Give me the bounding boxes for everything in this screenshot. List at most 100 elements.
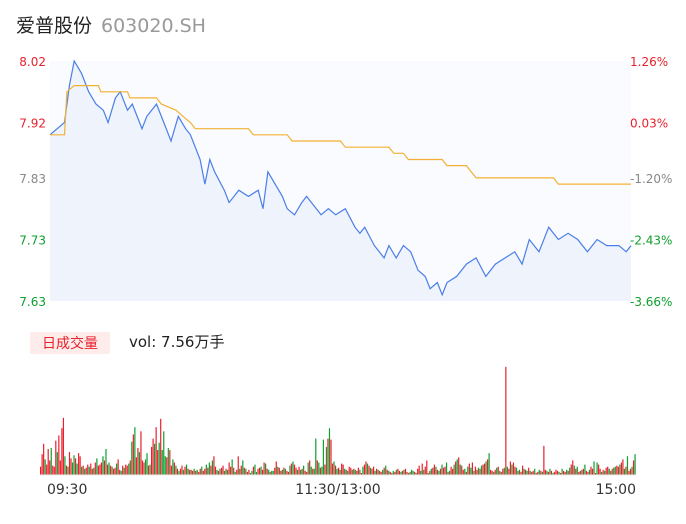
volume-bar: [173, 462, 175, 475]
volume-bar: [433, 464, 435, 475]
volume-bar: [535, 472, 537, 475]
volume-bar: [543, 445, 545, 475]
volume-bar: [252, 466, 255, 475]
price-series-line: [49, 59, 632, 297]
volume-bar: [608, 468, 610, 475]
volume-bar: [306, 471, 308, 475]
volume-bar: [263, 462, 265, 475]
volume-bar: [287, 471, 290, 475]
volume-bar: [452, 468, 454, 475]
volume-bar: [319, 467, 321, 475]
volume-bar: [421, 463, 423, 475]
volume-bar: [579, 470, 581, 475]
volume-bar: [626, 456, 629, 475]
volume-bar: [508, 468, 510, 475]
volume-bar: [447, 471, 449, 475]
volume-bar: [427, 472, 429, 475]
volume-bar: [114, 467, 116, 475]
volume-bar: [271, 470, 273, 475]
volume-bar: [76, 463, 78, 475]
volume-bar: [321, 466, 323, 475]
volume-bar: [47, 449, 49, 475]
volume-bar: [461, 465, 463, 475]
volume-bar: [625, 466, 627, 475]
volume-bar: [555, 469, 557, 475]
volume-bar: [585, 470, 588, 475]
volume-bar: [397, 468, 399, 475]
volume-bar: [152, 438, 154, 475]
volume-bar: [467, 466, 469, 475]
volume-bar: [129, 460, 131, 475]
stock-code: 603020.SH: [101, 15, 206, 37]
volume-bar: [339, 469, 341, 475]
volume-bar: [541, 471, 543, 475]
volume-bar: [436, 469, 439, 475]
volume-bar: [582, 468, 584, 475]
volume-bar: [304, 470, 306, 475]
volume-bar: [299, 469, 302, 475]
price-tick-label: 8.02: [19, 55, 46, 69]
volume-bar: [631, 466, 633, 475]
volume-bar: [269, 471, 271, 475]
volume-bar: [245, 468, 247, 475]
volume-bar: [78, 453, 80, 475]
volume-bar: [100, 462, 103, 475]
time-tick-label: 15:00: [596, 482, 636, 498]
volume-bar: [487, 459, 489, 475]
volume-bar: [164, 456, 166, 475]
volume-bar: [73, 455, 75, 475]
volume-bar: [328, 428, 331, 475]
volume-bar: [509, 461, 512, 475]
volume-bar: [234, 471, 236, 475]
volume-bar: [157, 450, 159, 475]
volume-bar: [490, 469, 492, 475]
volume-bar: [512, 462, 515, 475]
volume-bar: [482, 464, 484, 475]
volume-bar: [195, 470, 197, 475]
volume-bar: [179, 468, 182, 475]
volume-bar: [68, 452, 71, 475]
volume-bar: [53, 466, 55, 475]
volume-bar: [470, 467, 472, 475]
volume-bar: [537, 471, 539, 475]
volume-bar: [377, 469, 379, 475]
volume-bar: [623, 468, 626, 475]
volume-bar: [617, 466, 619, 475]
volume-bar: [523, 468, 525, 475]
volume-bar: [438, 470, 440, 475]
volume-bar: [274, 467, 276, 475]
volume-bar: [376, 468, 378, 475]
volume-bar: [41, 454, 43, 475]
volume-bar: [558, 471, 560, 475]
volume-bar: [207, 467, 209, 475]
volume-bar: [227, 469, 229, 475]
volume-bar: [87, 464, 89, 475]
volume-bar: [459, 464, 461, 475]
volume-bar: [189, 469, 191, 475]
volume-bar: [248, 469, 250, 475]
volume-bar: [55, 440, 57, 475]
volume-bar: [374, 470, 376, 475]
volume-bar: [255, 471, 258, 475]
volume-bar: [204, 468, 206, 475]
volume-bar: [372, 466, 375, 475]
volume-bar: [534, 468, 536, 475]
volume-bar: [59, 460, 61, 475]
volume-bar: [231, 459, 233, 475]
volume-bar: [199, 468, 201, 475]
volume-bar: [406, 471, 408, 475]
volume-bar: [547, 471, 550, 475]
volume-bar: [468, 463, 470, 475]
volume-bar: [567, 470, 569, 475]
volume-bar: [366, 463, 369, 475]
volume-bar: [588, 469, 591, 475]
volume-bar: [272, 470, 274, 475]
volume-bar: [50, 447, 52, 475]
volume-bar: [499, 470, 501, 475]
volume-bar: [503, 467, 505, 475]
volume-bar: [476, 469, 478, 475]
volume-bar: [590, 466, 592, 475]
volume-bar: [401, 470, 404, 475]
volume-bar: [572, 460, 574, 475]
volume-bar: [359, 469, 361, 475]
